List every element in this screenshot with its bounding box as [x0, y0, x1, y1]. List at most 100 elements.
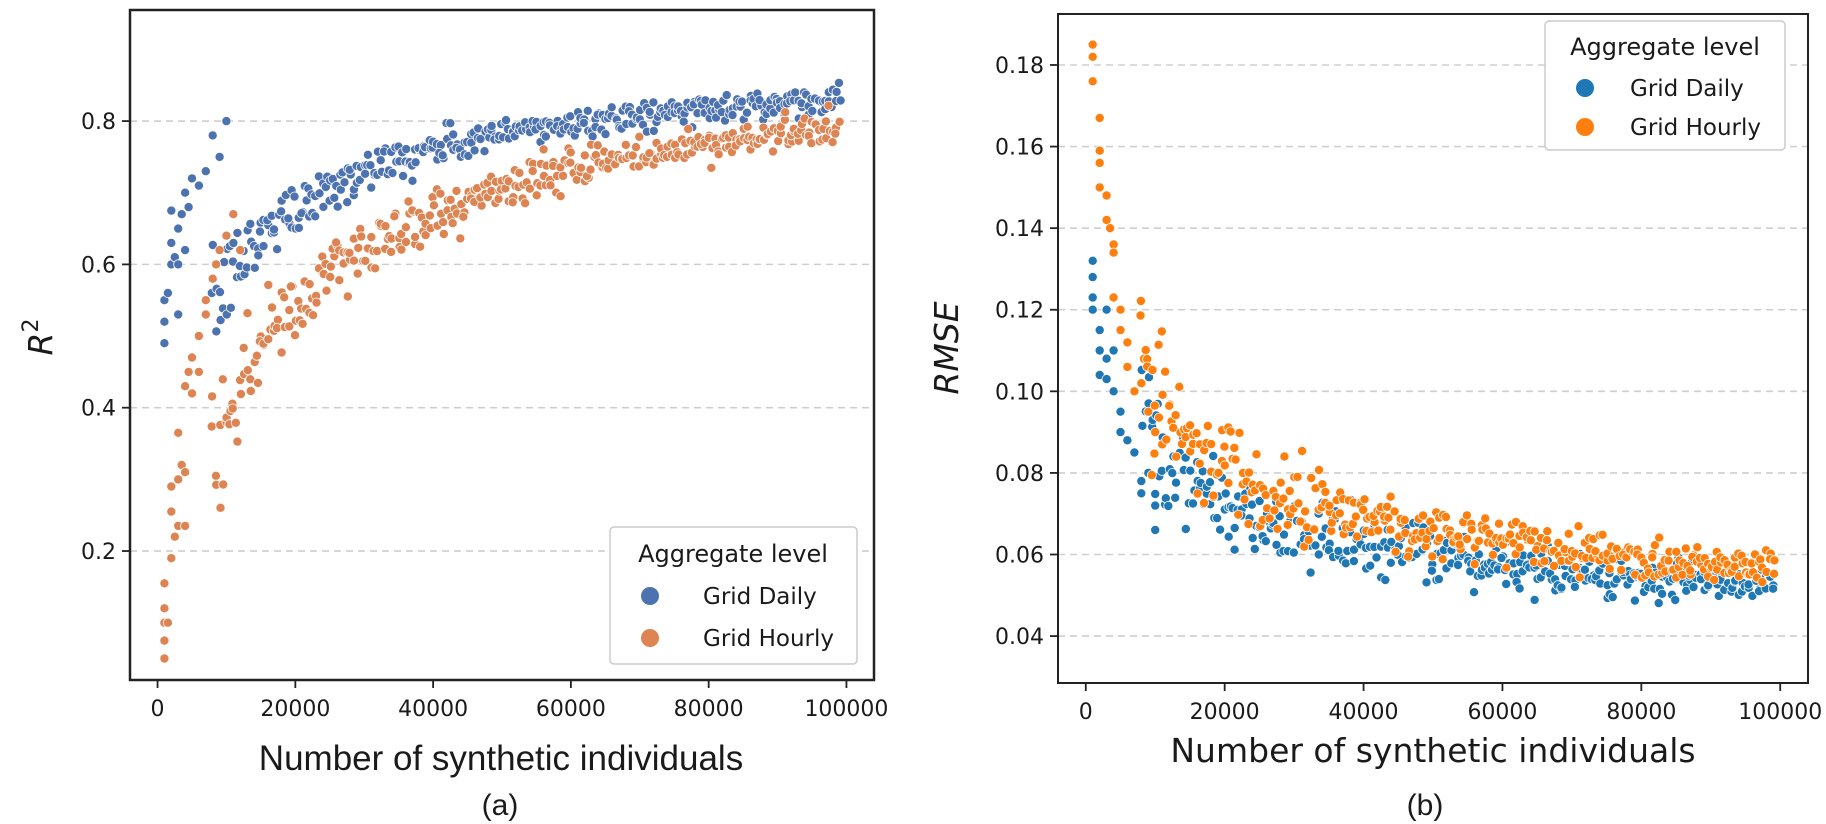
data-point-grid-hourly — [447, 218, 458, 229]
data-point-grid-hourly — [1709, 574, 1720, 585]
y-tick-label: 0.2 — [81, 540, 116, 565]
data-point-grid-hourly — [1462, 534, 1473, 545]
data-point-grid-daily — [186, 173, 197, 184]
data-point-grid-hourly — [352, 268, 363, 279]
data-point-grid-daily — [1108, 345, 1119, 356]
data-point-grid-hourly — [1324, 500, 1335, 511]
data-point-grid-hourly — [1570, 562, 1581, 573]
data-point-grid-hourly — [424, 210, 435, 221]
data-point-grid-daily — [166, 205, 177, 216]
data-point-grid-hourly — [348, 255, 359, 266]
data-point-grid-hourly — [1143, 406, 1154, 417]
data-point-grid-hourly — [1229, 442, 1240, 453]
data-point-grid-hourly — [1434, 533, 1445, 544]
data-point-grid-hourly — [1164, 400, 1175, 411]
data-point-grid-hourly — [555, 191, 566, 202]
data-point-grid-hourly — [1129, 386, 1140, 397]
data-point-grid-hourly — [1358, 504, 1369, 515]
data-point-grid-hourly — [507, 197, 518, 208]
data-point-grid-hourly — [235, 389, 246, 400]
data-point-grid-daily — [1188, 498, 1199, 509]
data-point-grid-hourly — [1219, 441, 1230, 452]
data-point-grid-daily — [366, 182, 377, 193]
data-point-grid-hourly — [200, 309, 211, 320]
data-point-grid-hourly — [1685, 565, 1696, 576]
data-point-grid-hourly — [1320, 486, 1331, 497]
data-point-grid-hourly — [166, 506, 177, 517]
data-point-grid-hourly — [1300, 506, 1311, 517]
data-point-grid-hourly — [742, 121, 753, 132]
data-point-grid-daily — [1205, 477, 1216, 488]
data-point-grid-daily — [293, 222, 304, 233]
data-point-grid-hourly — [1272, 523, 1283, 534]
x-tick-label: 20000 — [1190, 700, 1260, 725]
data-point-grid-daily — [1496, 553, 1507, 564]
data-point-grid-daily — [318, 201, 329, 212]
data-point-grid-hourly — [400, 236, 411, 247]
y-tick-label: 0.8 — [81, 110, 116, 135]
data-point-grid-hourly — [1306, 472, 1317, 483]
data-point-grid-hourly — [263, 279, 274, 290]
data-point-grid-daily — [1094, 325, 1105, 336]
data-point-grid-daily — [1305, 567, 1316, 578]
data-point-grid-daily — [314, 188, 325, 199]
data-point-grid-daily — [329, 192, 340, 203]
data-point-grid-hourly — [1223, 477, 1234, 488]
data-point-grid-hourly — [235, 245, 246, 256]
data-point-grid-daily — [1385, 557, 1396, 568]
caption-a: (a) — [482, 789, 519, 822]
data-point-grid-daily — [332, 201, 343, 212]
data-point-grid-daily — [1316, 531, 1327, 542]
data-point-grid-hourly — [1461, 510, 1472, 521]
data-point-grid-hourly — [455, 233, 466, 244]
data-point-grid-hourly — [827, 137, 838, 148]
data-point-grid-hourly — [834, 116, 845, 127]
data-point-grid-hourly — [458, 211, 469, 222]
data-point-grid-hourly — [706, 162, 717, 173]
data-point-grid-hourly — [396, 228, 407, 239]
data-point-grid-hourly — [1604, 563, 1615, 574]
data-point-grid-hourly — [1213, 467, 1224, 478]
y-axis-label-a: R2 — [19, 319, 60, 356]
data-point-grid-daily — [180, 187, 191, 198]
data-point-grid-daily — [835, 95, 846, 106]
data-point-grid-hourly — [576, 162, 587, 173]
data-point-grid-daily — [1629, 595, 1640, 606]
data-point-grid-hourly — [1161, 434, 1172, 445]
data-point-grid-hourly — [279, 292, 290, 303]
data-point-grid-hourly — [1403, 551, 1414, 562]
data-point-grid-hourly — [1539, 556, 1550, 567]
data-point-grid-daily — [1247, 533, 1258, 544]
data-point-grid-daily — [1094, 345, 1105, 356]
data-point-grid-hourly — [420, 230, 431, 241]
data-point-grid-daily — [1453, 560, 1464, 571]
data-point-grid-hourly — [1154, 412, 1165, 423]
data-point-grid-hourly — [683, 124, 694, 135]
data-point-grid-hourly — [1542, 526, 1553, 537]
data-point-grid-daily — [578, 117, 589, 128]
data-point-grid-hourly — [768, 146, 779, 157]
data-point-grid-hourly — [356, 231, 367, 242]
data-point-grid-daily — [790, 87, 801, 98]
data-point-grid-hourly — [1480, 513, 1491, 524]
data-point-grid-hourly — [1239, 494, 1250, 505]
data-point-grid-hourly — [1525, 535, 1536, 546]
data-point-grid-hourly — [1115, 304, 1126, 315]
data-point-grid-daily — [398, 170, 409, 181]
legend-marker-daily-b — [1576, 79, 1594, 97]
data-point-grid-hourly — [342, 291, 353, 302]
data-point-grid-hourly — [1692, 542, 1703, 553]
data-point-grid-hourly — [1135, 295, 1146, 306]
data-point-grid-hourly — [230, 417, 241, 428]
data-point-grid-hourly — [180, 381, 191, 392]
data-point-grid-hourly — [1108, 247, 1119, 258]
data-point-grid-hourly — [180, 467, 191, 478]
data-point-grid-hourly — [1160, 366, 1171, 377]
data-point-grid-daily — [1365, 560, 1376, 571]
data-point-grid-hourly — [503, 176, 514, 187]
y-tick-label: 0.08 — [995, 462, 1044, 487]
data-point-grid-hourly — [1385, 524, 1396, 535]
data-point-grid-hourly — [370, 263, 381, 274]
data-point-grid-hourly — [159, 603, 170, 614]
x-tick-label: 100000 — [804, 697, 888, 722]
